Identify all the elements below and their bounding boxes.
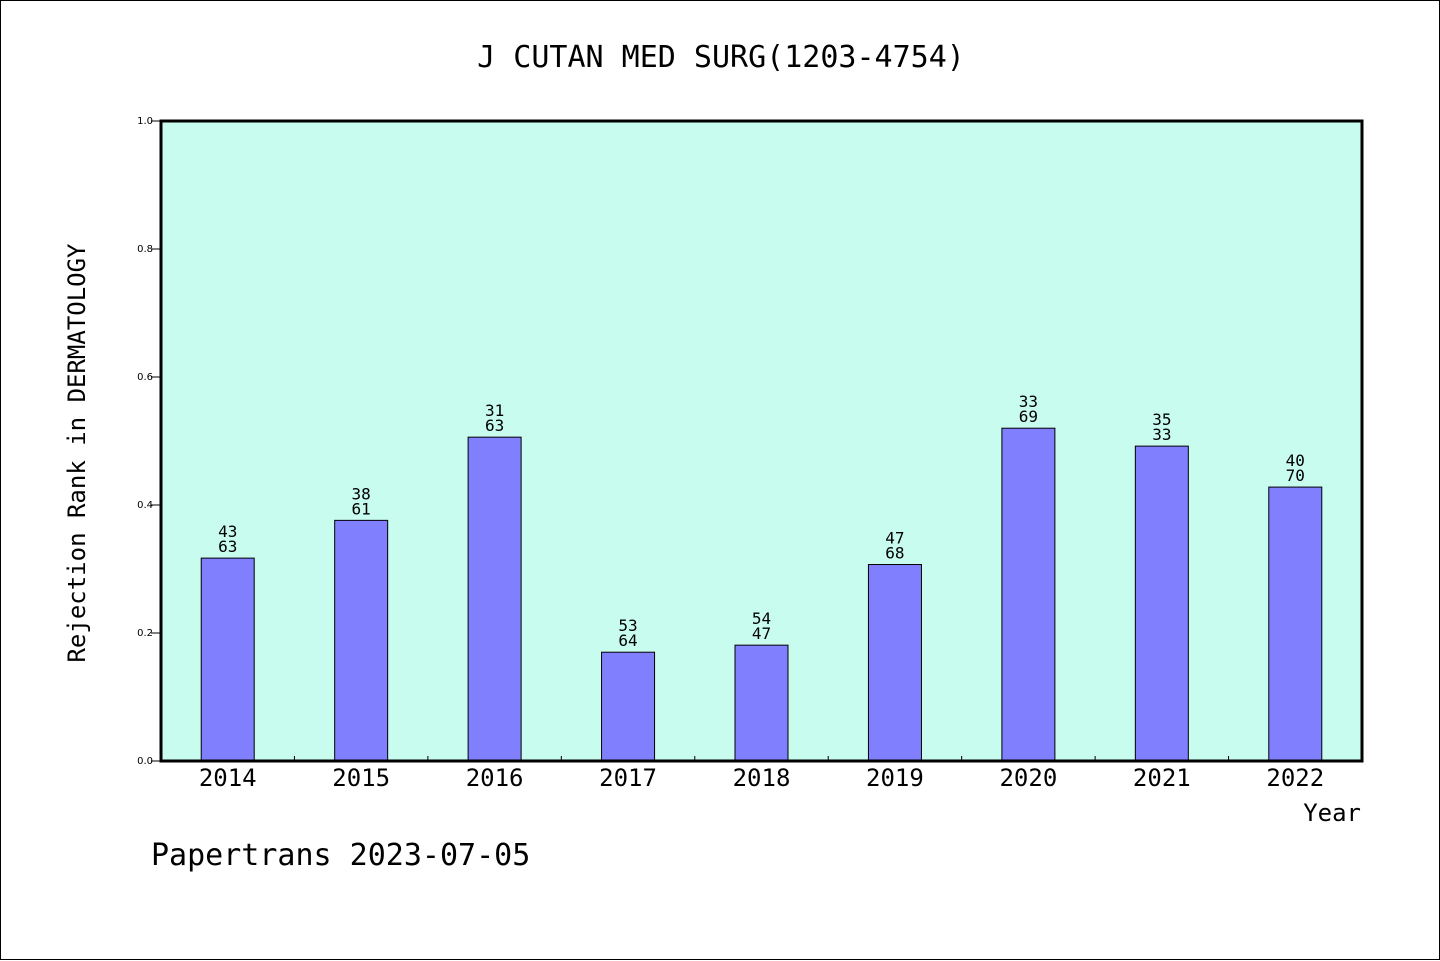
- bar-label-2014-1: 43: [218, 522, 237, 541]
- bar-label-2022-2: 70: [1286, 466, 1305, 485]
- x-tick-label: 2018: [733, 764, 791, 792]
- bar-label-2020-2: 69: [1019, 407, 1038, 426]
- bar-label-2019-1: 47: [885, 529, 904, 548]
- y-axis-ticks: 0.0 0.2 0.4 0.6 0.8 1.0: [137, 116, 161, 767]
- y-tick-label: 0.8: [137, 244, 153, 255]
- plot-border: [159, 119, 1364, 763]
- footer-date-stamp: Papertrans 2023-07-05: [151, 838, 530, 873]
- y-tick-label: 1.0: [137, 116, 153, 127]
- bar-2018: [734, 644, 789, 762]
- bar-label-2015-2: 61: [352, 499, 371, 518]
- y-tick-label: 0.6: [137, 372, 153, 383]
- bar-2021: [1134, 445, 1189, 762]
- bar-label-2017-2: 64: [618, 631, 637, 650]
- x-tick-label: 2015: [332, 764, 390, 792]
- bar-2022: [1268, 486, 1323, 762]
- chart-title: J CUTAN MED SURG(1203-4754): [477, 40, 965, 75]
- bar-2014: [200, 557, 255, 762]
- x-tick-label: 2021: [1133, 764, 1191, 792]
- x-tick-label: 2016: [466, 764, 524, 792]
- bar-label-2016-1: 31: [485, 401, 504, 420]
- bar-2017: [601, 651, 656, 762]
- bar-label-2018-1: 54: [752, 609, 771, 628]
- x-tick-label: 2019: [866, 764, 924, 792]
- bar-label-2020-1: 33: [1019, 392, 1038, 411]
- y-tick-label: 0.4: [137, 500, 153, 511]
- bar-2020: [1001, 427, 1056, 762]
- y-axis-label: Rejection Rank in DERMATOLOGY: [63, 243, 91, 663]
- bar-label-2019-2: 68: [885, 544, 904, 563]
- bar-label-2021-2: 33: [1152, 425, 1171, 444]
- x-tick-label: 2022: [1266, 764, 1324, 792]
- x-axis-label: Year: [1303, 799, 1361, 827]
- x-tick-label: 2017: [599, 764, 657, 792]
- bar-2016: [467, 436, 522, 762]
- x-axis-ticks: 2014 2015 2016 2017 2018 2019 2020 2021 2022: [199, 756, 1324, 792]
- bar-label-2022-1: 40: [1286, 451, 1305, 470]
- y-tick-label: 0.0: [137, 756, 153, 767]
- y-tick-label: 0.2: [137, 628, 153, 639]
- bar-2015: [334, 519, 389, 762]
- x-tick-label: 2020: [999, 764, 1057, 792]
- bar-label-2016-2: 63: [485, 416, 504, 435]
- bar-2019: [867, 564, 922, 762]
- x-tick-label: 2014: [199, 764, 257, 792]
- bar-label-2018-2: 47: [752, 624, 771, 643]
- bar-label-2017-1: 53: [618, 616, 637, 635]
- bar-label-2021-1: 35: [1152, 410, 1171, 429]
- bar-label-2015-1: 38: [352, 484, 371, 503]
- bar-label-2014-2: 63: [218, 537, 237, 556]
